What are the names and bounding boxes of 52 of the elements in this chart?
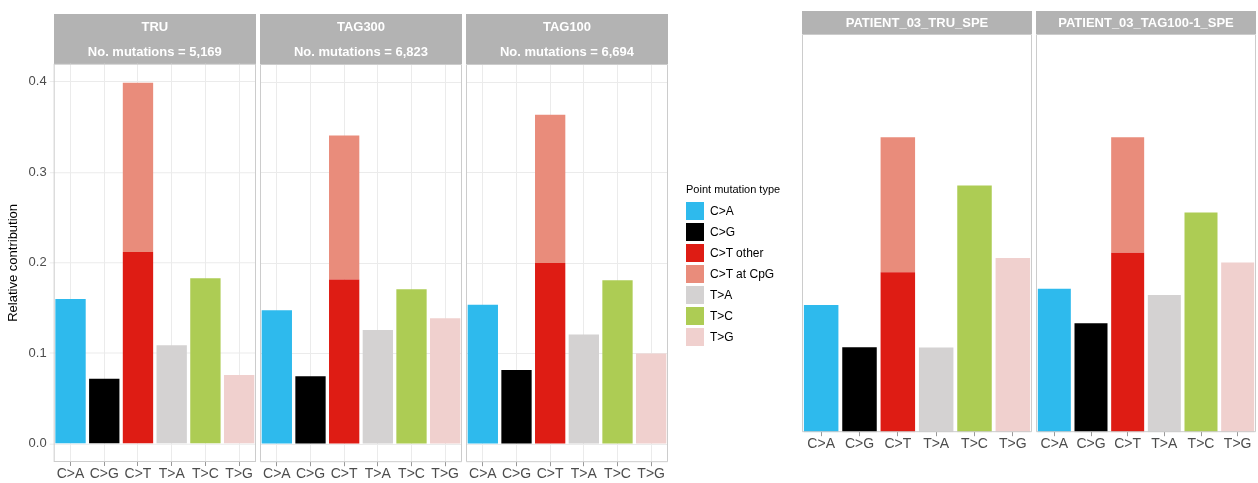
x-tick-label: C>G [295, 465, 326, 482]
chart-title: TAG100 [541, 19, 593, 34]
legend-label: T>G [710, 330, 734, 345]
y-axis-title: Relative contribution [5, 204, 21, 323]
x-tick-label: C>G [844, 435, 875, 452]
legend-label: C>T other [710, 246, 764, 261]
chart-title: TAG300 [335, 19, 387, 34]
x-tick-label: C>A [469, 465, 498, 482]
x-tick-label: T>C [961, 435, 988, 452]
x-tick-label: C>A [1040, 435, 1069, 452]
x-tick-label: T>G [431, 465, 459, 482]
x-tick-label: C>G [1076, 435, 1106, 452]
x-tick-label: C>T [330, 465, 359, 482]
x-tick-label: T>C [604, 465, 631, 482]
x-tick-label: T>C [398, 465, 425, 482]
x-tick-label: T>A [1151, 435, 1179, 452]
x-tick-label: T>A [364, 465, 392, 482]
x-tick-label: T>G [225, 465, 253, 482]
x-tick-label: C>T [1114, 435, 1142, 452]
y-tick-label: 0.3 [28, 164, 47, 180]
y-tick-label: 0.1 [28, 345, 47, 361]
chart-title: PATIENT_03_TRU_SPE [844, 15, 990, 30]
legend-label: C>A [710, 204, 734, 219]
legend-label: T>A [710, 288, 733, 303]
y-tick-label: 0.4 [28, 73, 47, 89]
x-tick-label: T>G [1223, 435, 1252, 452]
x-tick-label: T>A [923, 435, 950, 452]
y-tick-label: 0.2 [28, 254, 47, 270]
chart-subtitle: No. mutations = 6,694 [499, 44, 635, 59]
x-tick-label: T>A [570, 465, 598, 482]
x-tick-label: C>G [89, 465, 119, 482]
chart-title: TRU [140, 19, 170, 34]
x-tick-label: C>A [56, 465, 85, 482]
x-tick-label: C>G [501, 465, 532, 482]
y-tick-label: 0.0 [28, 435, 47, 451]
legend-label: C>G [710, 225, 736, 240]
x-tick-label: C>A [807, 435, 836, 452]
x-tick-label: C>T [884, 435, 912, 452]
x-tick-label: T>C [192, 465, 219, 482]
x-tick-label: C>A [263, 465, 292, 482]
legend-title: Point mutation type [686, 183, 781, 196]
legend-label: C>T at CpG [710, 267, 775, 282]
chart-title: PATIENT_03_TAG100-1_SPE [1057, 15, 1235, 30]
chart-subtitle: No. mutations = 6,823 [293, 44, 429, 59]
x-tick-label: T>G [999, 435, 1027, 452]
x-tick-label: C>T [536, 465, 565, 482]
x-tick-label: T>A [158, 465, 186, 482]
legend-label: T>C [710, 309, 734, 324]
x-tick-label: T>G [637, 465, 665, 482]
chart-subtitle: No. mutations = 5,169 [86, 44, 223, 59]
x-tick-label: T>C [1187, 435, 1215, 452]
x-tick-label: C>T [124, 465, 152, 482]
